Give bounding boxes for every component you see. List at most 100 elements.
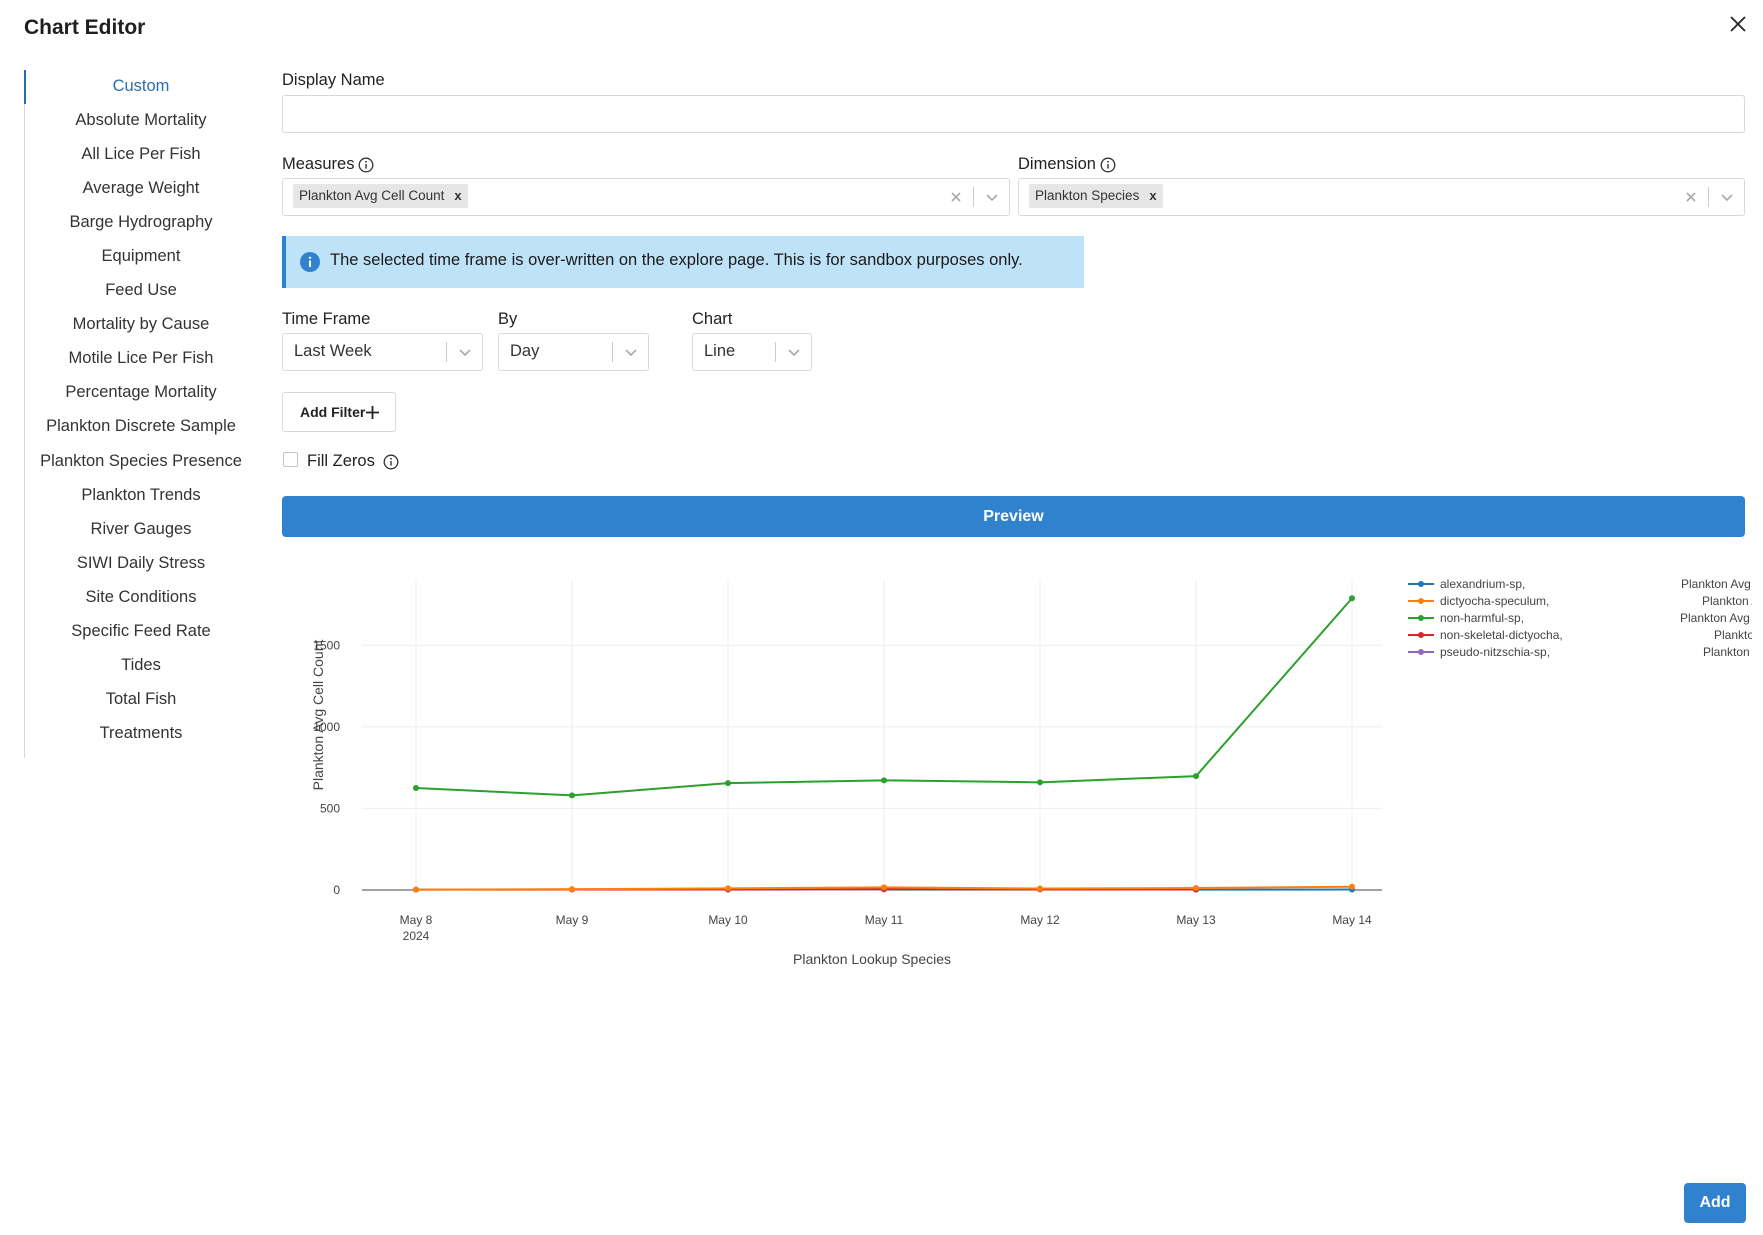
legend-measure-name: Plankton Avg Cell Count (1702, 594, 1752, 608)
fill-zeros-label-text: Fill Zeros (307, 452, 375, 470)
dimension-tag: Plankton Species x (1029, 184, 1163, 208)
nav-item-percentage-mortality[interactable]: Percentage Mortality (65, 383, 217, 401)
info-icon[interactable] (358, 157, 374, 173)
nav-item-custom[interactable]: Custom (112, 77, 170, 95)
nav-item-motile-lice-per-fish[interactable]: Motile Lice Per Fish (68, 349, 214, 367)
nav-item-plankton-trends[interactable]: Plankton Trends (81, 486, 201, 504)
legend-measure-name: Plankton Avg Cell Count (1681, 577, 1752, 591)
time-frame-value: Last Week (294, 342, 372, 360)
by-select[interactable]: Day (498, 333, 649, 371)
display-name-label: Display Name (282, 71, 385, 89)
add-filter-label: Add Filter (300, 404, 366, 420)
legend-measure-name: Plankton Avg Cell Count (1703, 645, 1752, 659)
nav-item-feed-use[interactable]: Feed Use (105, 281, 177, 299)
legend-series-name: alexandrium-sp, (1440, 577, 1525, 591)
legend-measure-name: Plankton Avg Cell Count (1680, 611, 1752, 625)
nav-item-site-conditions[interactable]: Site Conditions (85, 588, 197, 606)
chart-type-label: Chart (692, 310, 733, 328)
measures-label: Measures (282, 155, 374, 174)
chart-type-nav: Custom Absolute Mortality All Lice Per Fis… (24, 70, 256, 758)
data-point (725, 885, 731, 892)
legend-marker (1418, 581, 1424, 587)
chevron-down-icon[interactable] (985, 190, 999, 204)
time-frame-select[interactable]: Last Week (282, 333, 483, 371)
legend-series-name: non-skeletal-dictyocha, (1440, 628, 1563, 642)
select-separator (775, 342, 776, 362)
chevron-down-icon[interactable] (458, 345, 472, 359)
clear-icon[interactable] (1684, 190, 1698, 204)
dimension-select[interactable]: Plankton Species x (1018, 178, 1745, 216)
select-separator (973, 187, 974, 207)
measures-select[interactable]: Plankton Avg Cell Count x (282, 178, 1010, 216)
select-separator (1708, 187, 1709, 207)
remove-tag-icon[interactable]: x (1149, 188, 1157, 203)
chevron-down-icon[interactable] (1720, 190, 1734, 204)
line-chart: 0 500 1000 1500 May 8 May 9 May 10 May 11 May 12… (310, 577, 1752, 967)
y-axis-title: Plankton Avg Cell Count (310, 640, 326, 791)
legend-series-name: dictyocha-speculum, (1440, 594, 1549, 608)
legend-series-name: pseudo-nitzschia-sp, (1440, 645, 1550, 659)
add-filter-button[interactable]: Add Filter (282, 392, 396, 432)
chart-type-value: Line (704, 342, 736, 360)
x-axis-title: Plankton Lookup Species (793, 951, 951, 967)
x-tick-label: May 11 (865, 913, 904, 927)
measure-tag-label: Plankton Avg Cell Count (299, 188, 445, 203)
data-point (881, 777, 887, 784)
y-tick-label: 500 (320, 801, 340, 815)
data-point (413, 785, 419, 792)
nav-item-tides[interactable]: Tides (121, 656, 161, 674)
info-icon[interactable] (1100, 157, 1116, 173)
nav-item-river-gauges[interactable]: River Gauges (90, 520, 192, 538)
plus-icon (366, 406, 379, 419)
measures-label-text: Measures (282, 155, 355, 173)
data-point (1193, 773, 1199, 780)
by-value: Day (510, 342, 540, 360)
data-point (1193, 885, 1199, 892)
y-tick-label: 0 (333, 883, 340, 897)
data-point (881, 884, 887, 891)
chevron-down-icon[interactable] (787, 345, 801, 359)
info-circle-icon (300, 252, 320, 272)
x-tick-label: May 8 (400, 913, 433, 927)
nav-active-indicator (24, 70, 26, 104)
data-point (1037, 779, 1043, 786)
nav-item-barge-hydrography[interactable]: Barge Hydrography (69, 213, 213, 231)
nav-item-all-lice-per-fish[interactable]: All Lice Per Fish (81, 145, 201, 163)
select-separator (446, 342, 447, 362)
display-name-input[interactable] (282, 95, 1745, 133)
x-tick-year-label: 2024 (403, 929, 430, 943)
dimension-label-text: Dimension (1018, 155, 1096, 173)
x-tick-label: May 13 (1176, 913, 1216, 927)
preview-button[interactable]: Preview (282, 496, 1745, 537)
clear-icon[interactable] (949, 190, 963, 204)
nav-item-plankton-species-presence[interactable]: Plankton Species Presence (40, 452, 242, 470)
nav-item-total-fish[interactable]: Total Fish (105, 690, 177, 708)
chevron-down-icon[interactable] (624, 345, 638, 359)
nav-item-mortality-by-cause[interactable]: Mortality by Cause (72, 315, 210, 333)
x-tick-label: May 9 (556, 913, 589, 927)
data-point (413, 886, 419, 893)
info-icon[interactable] (383, 454, 399, 470)
fill-zeros-checkbox[interactable] (283, 452, 298, 467)
nav-item-plankton-discrete-sample[interactable]: Plankton Discrete Sample (46, 417, 236, 435)
legend-marker (1418, 598, 1424, 604)
nav-item-specific-feed-rate[interactable]: Specific Feed Rate (71, 622, 211, 640)
y-tick-label: 1000 (313, 720, 340, 734)
info-banner: The selected time frame is over-written … (282, 236, 1084, 288)
nav-item-equipment[interactable]: Equipment (101, 247, 181, 265)
nav-item-treatments[interactable]: Treatments (99, 724, 183, 742)
nav-item-average-weight[interactable]: Average Weight (82, 179, 200, 197)
y-tick-label: 1500 (313, 638, 340, 652)
dimension-tag-label: Plankton Species (1035, 188, 1140, 203)
nav-item-siwi-daily-stress[interactable]: SIWI Daily Stress (76, 554, 206, 572)
data-point (569, 792, 575, 799)
remove-tag-icon[interactable]: x (454, 188, 462, 203)
chart-type-select[interactable]: Line (692, 333, 812, 371)
nav-item-absolute-mortality[interactable]: Absolute Mortality (75, 111, 207, 129)
measure-tag: Plankton Avg Cell Count x (293, 184, 468, 208)
by-label: By (498, 310, 518, 328)
fill-zeros-label: Fill Zeros (307, 452, 399, 471)
data-point (1037, 885, 1043, 892)
add-button[interactable]: Add (1684, 1183, 1746, 1223)
close-icon[interactable] (1726, 12, 1750, 36)
